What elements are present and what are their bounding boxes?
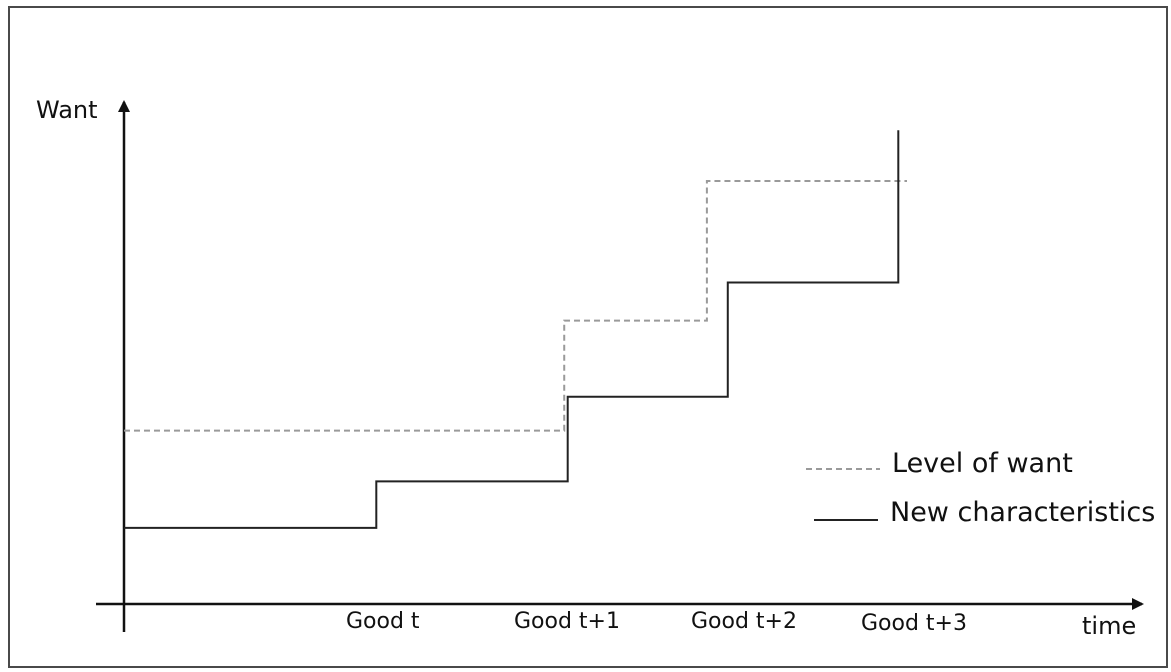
- x-tick-good-t: Good t: [346, 609, 420, 634]
- x-tick-good-t2: Good t+2: [691, 609, 797, 634]
- legend-new-characteristics: New characteristics: [890, 497, 1155, 528]
- x-axis-label: time: [1082, 612, 1136, 640]
- series-new-characteristics-line: [124, 130, 900, 529]
- x-tick-good-t3: Good t+3: [861, 611, 967, 636]
- x-tick-good-t1: Good t+1: [514, 609, 620, 634]
- figure-frame: [8, 6, 1168, 668]
- legend-level-of-want: Level of want: [892, 448, 1073, 479]
- y-axis-label: Want: [36, 96, 98, 124]
- series-level-of-want-line: [124, 180, 907, 432]
